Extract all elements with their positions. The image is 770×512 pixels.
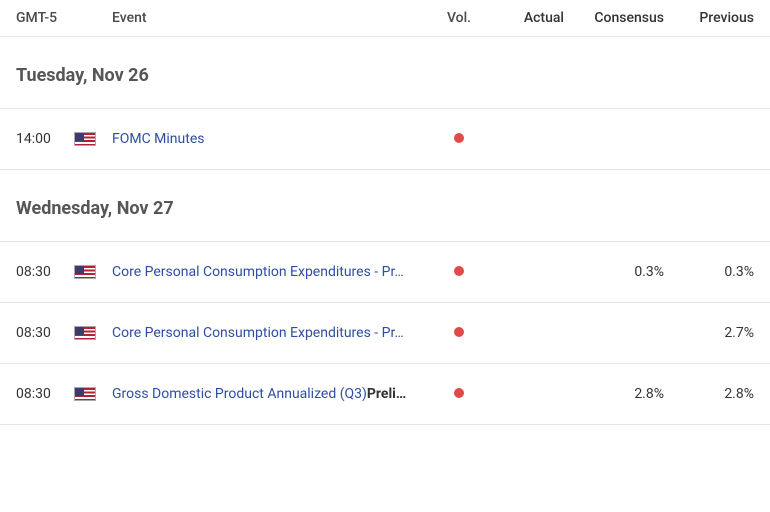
header-event: Event	[112, 10, 434, 26]
event-name-link[interactable]: Core Personal Consumption Expenditures -…	[112, 325, 434, 341]
event-row[interactable]: 14:00 FOMC Minutes	[0, 109, 770, 170]
volatility-indicator	[434, 325, 484, 341]
event-time: 08:30	[16, 325, 74, 341]
event-previous: 0.3%	[664, 264, 754, 280]
volatility-indicator	[434, 386, 484, 402]
event-name-link[interactable]: Gross Domestic Product Annualized (Q3)Pr…	[112, 386, 434, 402]
event-name-link[interactable]: FOMC Minutes	[112, 131, 434, 147]
event-time: 08:30	[16, 386, 74, 402]
country-flag	[74, 326, 112, 340]
day-header: Tuesday, Nov 26	[0, 37, 770, 109]
event-name-link[interactable]: Core Personal Consumption Expenditures -…	[112, 264, 434, 280]
event-time: 08:30	[16, 264, 74, 280]
event-suffix: Preli…	[367, 386, 406, 402]
country-flag	[74, 387, 112, 401]
table-header: GMT-5 Event Vol. Actual Consensus Previo…	[0, 0, 770, 37]
event-time: 14:00	[16, 131, 74, 147]
volatility-indicator	[434, 264, 484, 280]
header-vol: Vol.	[434, 10, 484, 26]
volatility-indicator	[434, 131, 484, 147]
event-consensus: 2.8%	[564, 386, 664, 402]
day-header: Wednesday, Nov 27	[0, 170, 770, 242]
us-flag-icon	[74, 265, 96, 279]
volatility-dot-icon	[454, 266, 464, 276]
volatility-dot-icon	[454, 388, 464, 398]
event-row[interactable]: 08:30 Core Personal Consumption Expenditu…	[0, 303, 770, 364]
us-flag-icon	[74, 387, 96, 401]
us-flag-icon	[74, 132, 96, 146]
event-previous: 2.8%	[664, 386, 754, 402]
country-flag	[74, 265, 112, 279]
event-row[interactable]: 08:30 Core Personal Consumption Expenditu…	[0, 242, 770, 303]
header-previous: Previous	[664, 10, 754, 26]
volatility-dot-icon	[454, 133, 464, 143]
header-actual: Actual	[484, 10, 564, 26]
volatility-dot-icon	[454, 327, 464, 337]
country-flag	[74, 132, 112, 146]
us-flag-icon	[74, 326, 96, 340]
economic-calendar: GMT-5 Event Vol. Actual Consensus Previo…	[0, 0, 770, 425]
event-row[interactable]: 08:30 Gross Domestic Product Annualized (…	[0, 364, 770, 425]
event-previous: 2.7%	[664, 325, 754, 341]
header-consensus: Consensus	[564, 10, 664, 26]
event-consensus: 0.3%	[564, 264, 664, 280]
header-timezone: GMT-5	[16, 10, 74, 26]
